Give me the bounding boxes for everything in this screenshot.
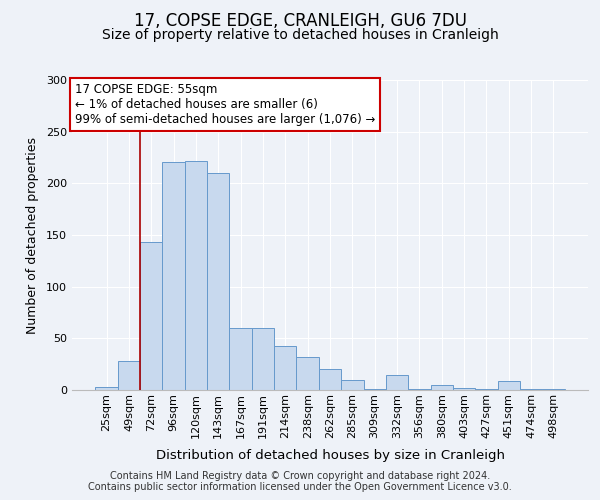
Bar: [475, 389, 497, 390]
Bar: [386, 374, 408, 390]
Bar: [207, 173, 229, 390]
Bar: [364, 389, 386, 390]
Bar: [163, 162, 185, 390]
Bar: [185, 160, 207, 390]
Y-axis label: Number of detached properties: Number of detached properties: [26, 136, 39, 334]
Bar: [431, 385, 453, 390]
Text: 17, COPSE EDGE, CRANLEIGH, GU6 7DU: 17, COPSE EDGE, CRANLEIGH, GU6 7DU: [133, 12, 467, 30]
Bar: [118, 361, 140, 390]
Bar: [520, 389, 542, 390]
X-axis label: Distribution of detached houses by size in Cranleigh: Distribution of detached houses by size …: [155, 449, 505, 462]
Text: Contains HM Land Registry data © Crown copyright and database right 2024.
Contai: Contains HM Land Registry data © Crown c…: [88, 471, 512, 492]
Bar: [229, 328, 252, 390]
Bar: [319, 370, 341, 390]
Bar: [252, 328, 274, 390]
Bar: [542, 389, 565, 390]
Bar: [274, 346, 296, 390]
Text: 17 COPSE EDGE: 55sqm
← 1% of detached houses are smaller (6)
99% of semi-detache: 17 COPSE EDGE: 55sqm ← 1% of detached ho…: [74, 83, 375, 126]
Bar: [140, 242, 163, 390]
Bar: [453, 388, 475, 390]
Bar: [497, 380, 520, 390]
Bar: [95, 387, 118, 390]
Bar: [296, 357, 319, 390]
Bar: [408, 389, 431, 390]
Bar: [341, 380, 364, 390]
Text: Size of property relative to detached houses in Cranleigh: Size of property relative to detached ho…: [101, 28, 499, 42]
